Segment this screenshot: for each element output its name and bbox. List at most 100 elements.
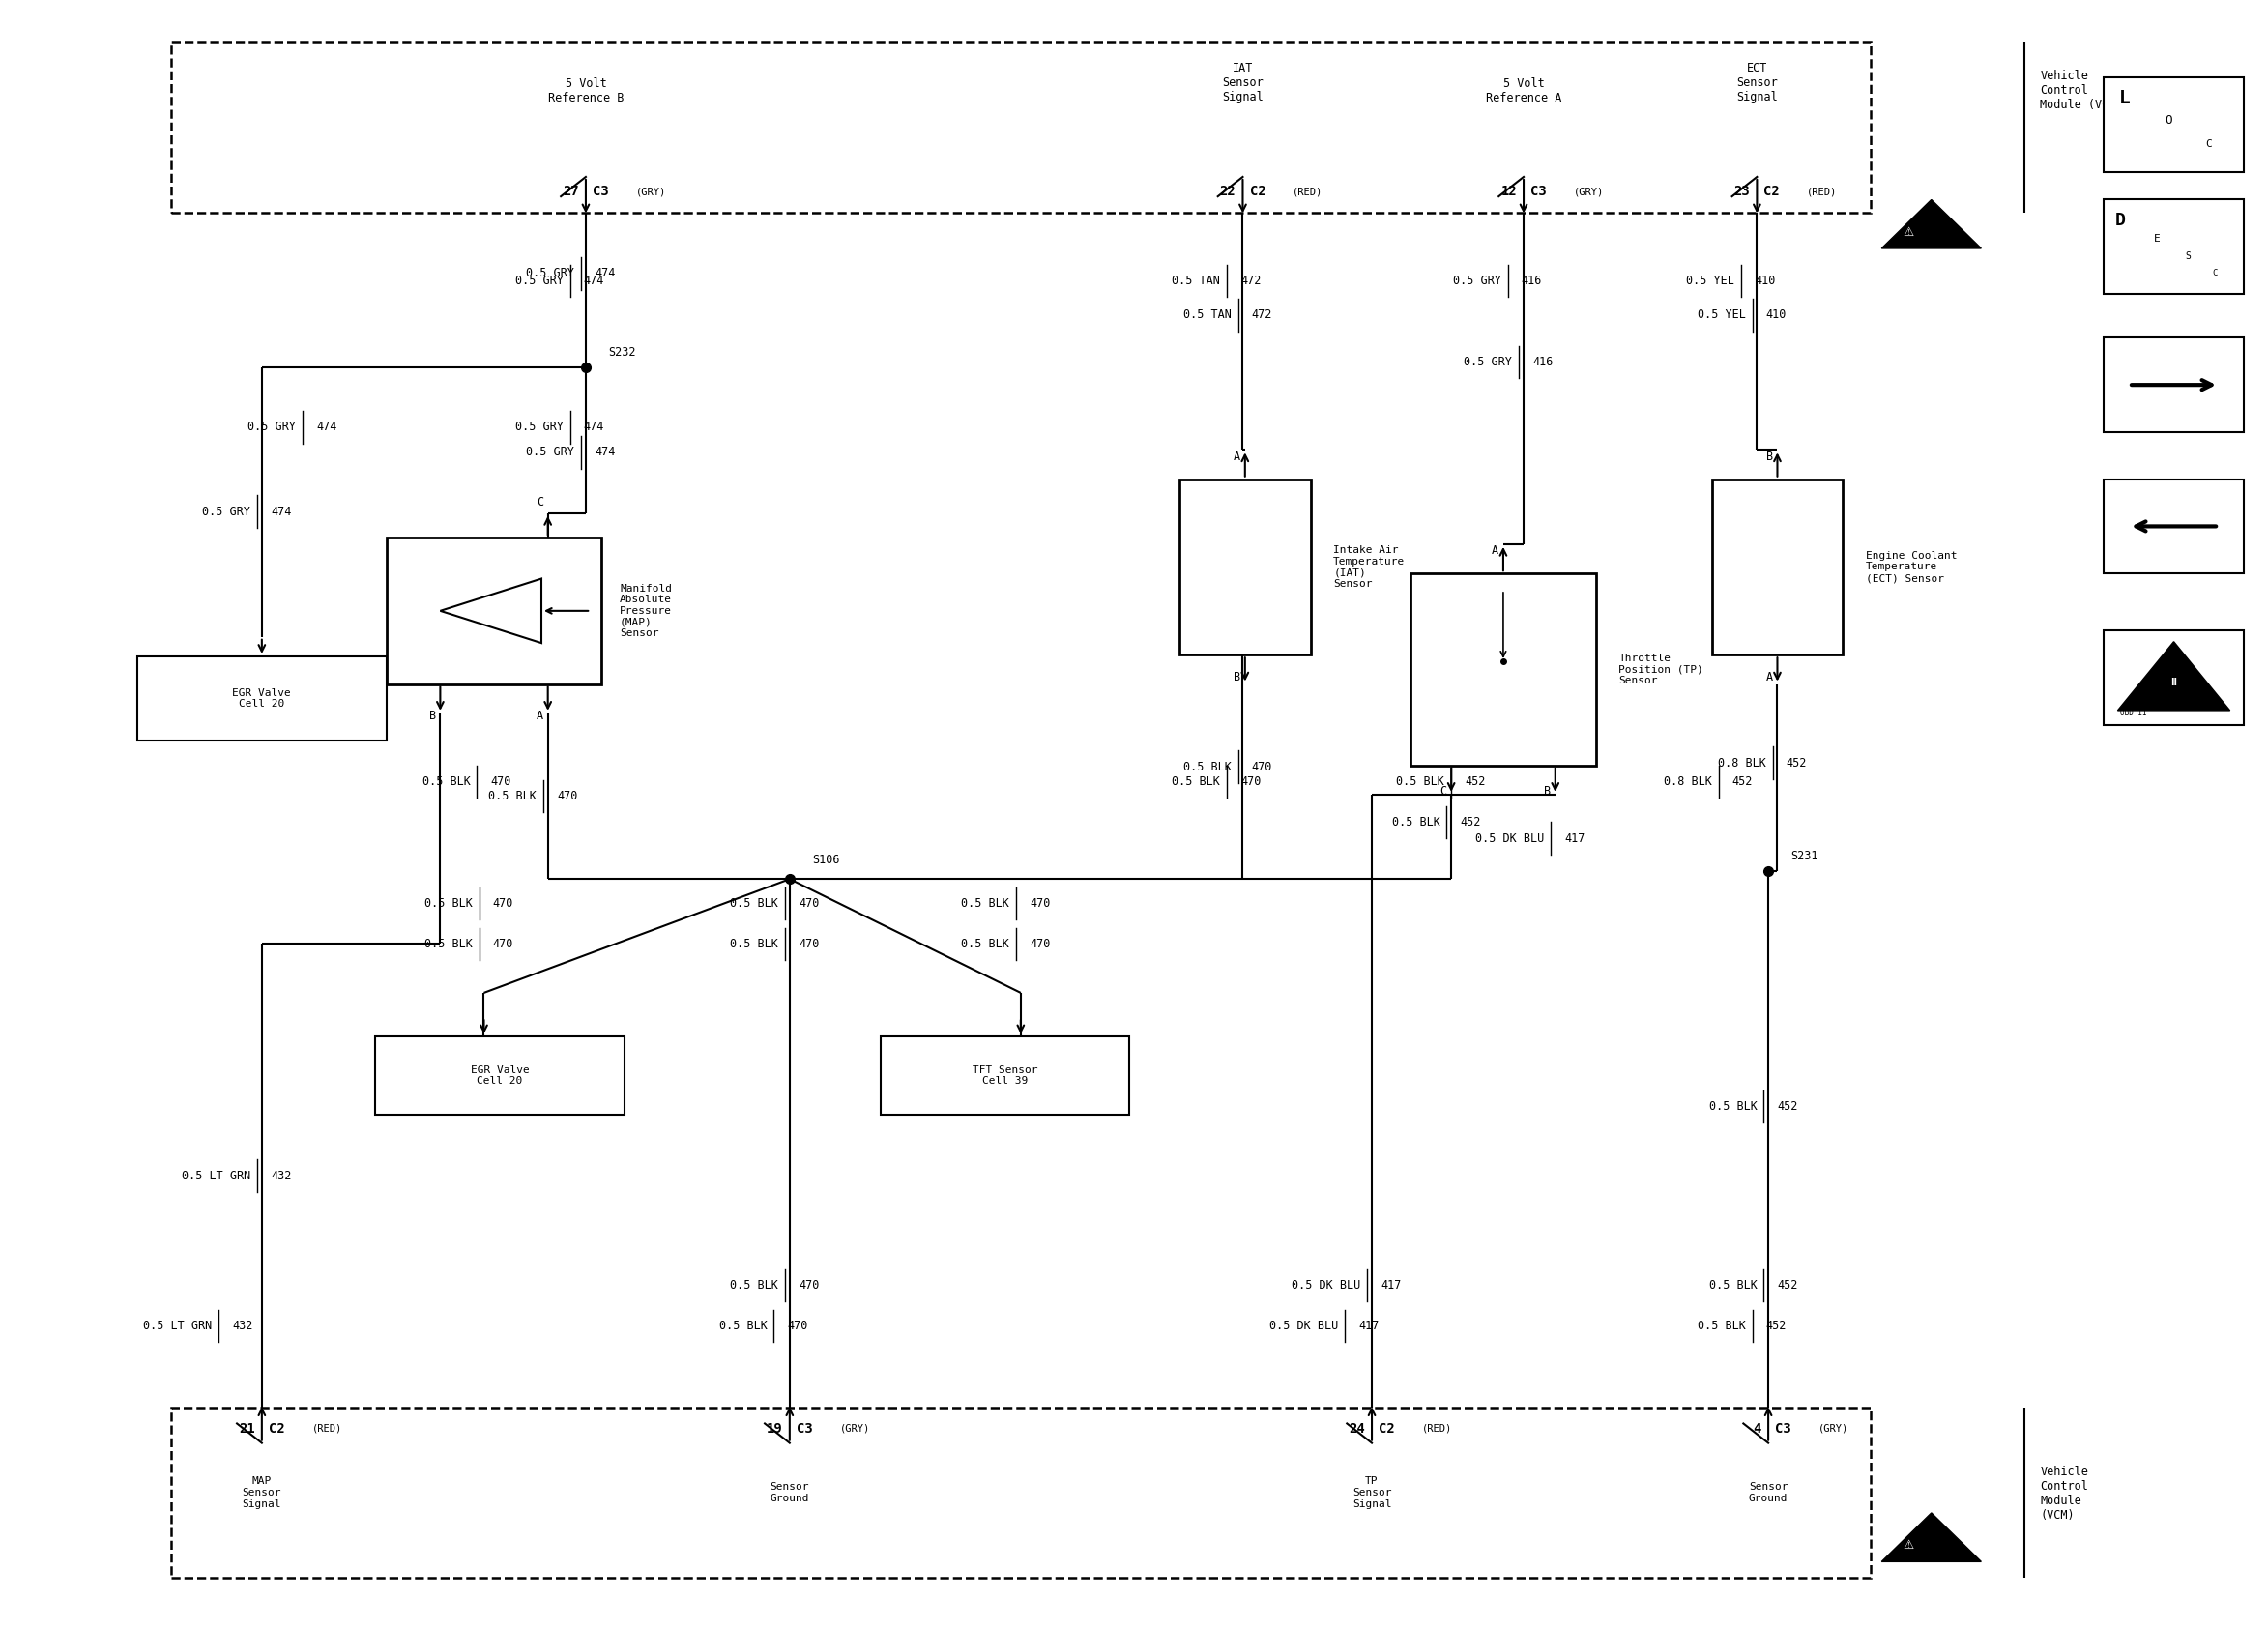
- Text: II: II: [2170, 677, 2177, 687]
- Bar: [2102, 479, 2243, 573]
- Text: O: O: [2164, 114, 2173, 127]
- Text: E: E: [2152, 234, 2159, 244]
- Text: 417: 417: [1381, 1280, 1402, 1291]
- Text: 470: 470: [798, 897, 819, 910]
- Text: 470: 470: [558, 790, 578, 803]
- Text: 19: 19: [767, 1421, 782, 1436]
- Text: A: A: [1767, 671, 1774, 684]
- Text: 0.5 GRY: 0.5 GRY: [526, 267, 574, 280]
- Text: 474: 474: [594, 267, 615, 280]
- Bar: [172, 1407, 1871, 1578]
- Text: 5 Volt
Reference A: 5 Volt Reference A: [1486, 77, 1563, 104]
- Text: C3: C3: [796, 1421, 812, 1436]
- Text: 0.5 BLK: 0.5 BLK: [1708, 1101, 1758, 1114]
- Text: 0.5 BLK: 0.5 BLK: [424, 938, 472, 951]
- Text: 452: 452: [1733, 775, 1753, 788]
- Text: 0.5 BLK: 0.5 BLK: [424, 897, 472, 910]
- Text: 452: 452: [1465, 775, 1486, 788]
- Text: 0.5 BLK: 0.5 BLK: [1696, 1320, 1746, 1332]
- Text: 416: 416: [1522, 275, 1542, 287]
- Text: 0.5 DK BLU: 0.5 DK BLU: [1474, 832, 1545, 845]
- Text: 470: 470: [1030, 897, 1050, 910]
- Text: 452: 452: [1767, 1320, 1787, 1332]
- Text: 474: 474: [270, 505, 293, 518]
- Text: 410: 410: [1755, 275, 1776, 287]
- Text: C: C: [2204, 138, 2211, 148]
- Text: B: B: [1545, 785, 1551, 798]
- Text: C3: C3: [1531, 184, 1547, 199]
- Text: B: B: [1234, 671, 1241, 684]
- Text: EGR Valve
Cell 20: EGR Valve Cell 20: [469, 1065, 528, 1086]
- Text: 470: 470: [1252, 760, 1272, 773]
- Text: 452: 452: [1778, 1101, 1799, 1114]
- Text: 0.5 DK BLU: 0.5 DK BLU: [1270, 1320, 1338, 1332]
- Text: 0.5 LT GRN: 0.5 LT GRN: [181, 1169, 249, 1182]
- Text: 0.5 BLK: 0.5 BLK: [730, 897, 778, 910]
- Text: 0.5 LT GRN: 0.5 LT GRN: [143, 1320, 211, 1332]
- Bar: [2102, 78, 2243, 173]
- Bar: [386, 537, 601, 684]
- Text: 0.5 BLK: 0.5 BLK: [962, 938, 1009, 951]
- Bar: [2102, 200, 2243, 295]
- Text: C: C: [1440, 785, 1447, 798]
- Bar: [1712, 479, 1844, 654]
- Text: 21: 21: [238, 1421, 254, 1436]
- Text: 0.5 TAN: 0.5 TAN: [1184, 309, 1232, 321]
- Text: TP
Sensor
Signal: TP Sensor Signal: [1352, 1477, 1393, 1509]
- Text: 0.5 GRY: 0.5 GRY: [1454, 275, 1501, 287]
- Text: S231: S231: [1792, 850, 1819, 863]
- Text: C: C: [2211, 269, 2218, 277]
- Text: 432: 432: [270, 1169, 293, 1182]
- Text: 452: 452: [1778, 1280, 1799, 1291]
- Text: 0.5 BLK: 0.5 BLK: [1393, 816, 1440, 829]
- Text: 24: 24: [1349, 1421, 1365, 1436]
- Text: C: C: [538, 497, 544, 508]
- Text: 4: 4: [1753, 1421, 1762, 1436]
- Text: S: S: [2184, 251, 2191, 260]
- Polygon shape: [2118, 641, 2229, 710]
- Text: 472: 472: [1252, 309, 1272, 321]
- Text: 0.5 BLK: 0.5 BLK: [422, 775, 469, 788]
- Text: 5 Volt
Reference B: 5 Volt Reference B: [549, 77, 624, 104]
- Text: 0.5 BLK: 0.5 BLK: [1397, 775, 1445, 788]
- Text: Manifold
Absolute
Pressure
(MAP)
Sensor: Manifold Absolute Pressure (MAP) Sensor: [619, 583, 671, 638]
- Bar: [880, 1037, 1129, 1115]
- Text: 23: 23: [1735, 184, 1751, 199]
- Text: (RED): (RED): [1808, 187, 1837, 197]
- Text: ECT
Sensor
Signal: ECT Sensor Signal: [1737, 62, 1778, 104]
- Text: C3: C3: [592, 184, 608, 199]
- Text: A: A: [1492, 545, 1499, 557]
- Text: (RED): (RED): [1422, 1423, 1452, 1433]
- Text: 470: 470: [492, 897, 513, 910]
- Bar: [2102, 337, 2243, 431]
- Text: 0.5 GRY: 0.5 GRY: [515, 422, 562, 433]
- Text: Intake Air
Temperature
(IAT)
Sensor: Intake Air Temperature (IAT) Sensor: [1334, 545, 1406, 589]
- Text: 0.5 GRY: 0.5 GRY: [202, 505, 249, 518]
- Bar: [138, 656, 386, 741]
- Text: D: D: [2114, 212, 2125, 230]
- Text: IAT
Sensor
Signal: IAT Sensor Signal: [1222, 62, 1263, 104]
- Text: B: B: [429, 710, 435, 723]
- Text: 470: 470: [492, 938, 513, 951]
- Text: 0.8 BLK: 0.8 BLK: [1662, 775, 1712, 788]
- Text: C3: C3: [1776, 1421, 1792, 1436]
- Text: 0.5 TAN: 0.5 TAN: [1173, 275, 1220, 287]
- Text: Throttle
Position (TP)
Sensor: Throttle Position (TP) Sensor: [1619, 653, 1703, 685]
- Text: 474: 474: [583, 275, 603, 287]
- Text: 0.5 GRY: 0.5 GRY: [247, 422, 295, 433]
- Text: 0.5 DK BLU: 0.5 DK BLU: [1293, 1280, 1361, 1291]
- Text: 432: 432: [231, 1320, 254, 1332]
- Text: 470: 470: [798, 938, 819, 951]
- Text: 27: 27: [562, 184, 578, 199]
- Text: S232: S232: [608, 347, 635, 358]
- Text: 417: 417: [1565, 832, 1585, 845]
- Text: 474: 474: [594, 446, 615, 459]
- Text: 0.5 BLK: 0.5 BLK: [730, 1280, 778, 1291]
- Text: C2: C2: [268, 1421, 286, 1436]
- Text: S106: S106: [812, 853, 839, 866]
- Text: 0.8 BLK: 0.8 BLK: [1717, 757, 1767, 768]
- Text: Sensor
Ground: Sensor Ground: [771, 1481, 810, 1503]
- Text: ⚠: ⚠: [1903, 226, 1914, 238]
- Text: 0.5 YEL: 0.5 YEL: [1685, 275, 1735, 287]
- Text: 0.5 BLK: 0.5 BLK: [719, 1320, 767, 1332]
